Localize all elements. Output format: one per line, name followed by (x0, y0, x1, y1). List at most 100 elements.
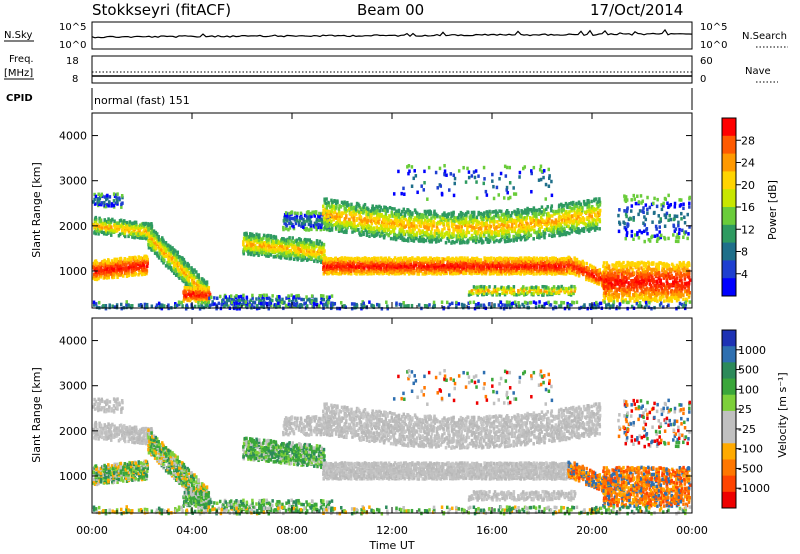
power-cell (495, 260, 498, 265)
power-cell (525, 216, 529, 220)
power-cell (245, 295, 249, 300)
power-cell (513, 226, 516, 230)
power-cell (411, 256, 414, 260)
power-cell (512, 234, 515, 239)
power-cell (423, 209, 427, 214)
power-cell (305, 226, 308, 231)
power-cell (248, 243, 251, 248)
power-cell (107, 220, 110, 225)
power-cell (257, 245, 260, 250)
power-cell (362, 224, 366, 229)
power-cell (370, 221, 374, 226)
power-cell (571, 214, 574, 218)
power-cell (403, 213, 407, 217)
power-cell (323, 197, 326, 201)
power-cell (389, 230, 393, 234)
power-cell (103, 268, 107, 272)
power-cell (499, 269, 503, 274)
power-cell (562, 270, 565, 275)
power-cell (535, 214, 538, 219)
power-cell (295, 238, 299, 242)
power-cell (527, 270, 530, 274)
power-cell (334, 201, 338, 205)
power-cell (292, 225, 295, 229)
power-cell (512, 256, 515, 261)
power-cell (337, 257, 340, 262)
power-cell (377, 220, 380, 224)
power-cell (491, 172, 494, 177)
power-cell (392, 232, 396, 236)
power-cell (575, 219, 578, 224)
power-cell (317, 222, 320, 227)
power-cell (578, 260, 581, 264)
power-cell (493, 230, 496, 235)
power-cell (303, 220, 306, 224)
power-cell (467, 210, 470, 215)
power-cell (148, 245, 152, 249)
power-cell (312, 254, 315, 258)
power-cell (525, 235, 529, 239)
power-cell (564, 257, 568, 261)
power-cell (108, 195, 112, 199)
power-cell (354, 212, 358, 216)
power-cell (554, 218, 558, 222)
power-cell (532, 286, 536, 290)
power-cell (542, 230, 546, 234)
power-cell (381, 208, 384, 212)
power-cell (188, 290, 192, 294)
power-cell (513, 209, 516, 214)
power-cell (253, 243, 257, 248)
power-cell (400, 191, 403, 196)
power-cell (349, 260, 353, 264)
power-cell (429, 230, 433, 234)
power-cell (437, 220, 440, 225)
power-cell (509, 238, 513, 242)
power-cell (123, 229, 127, 234)
power-cell (490, 256, 493, 260)
power-cell (135, 231, 138, 236)
power-cell (511, 222, 514, 226)
power-cell (432, 224, 435, 228)
power-cell (598, 217, 601, 222)
power-cell (457, 266, 461, 271)
power-cell (447, 225, 451, 229)
power-cell (345, 214, 348, 218)
power-cell (367, 229, 371, 233)
power-cell (319, 245, 323, 249)
power-cell (438, 271, 441, 276)
power-cell (522, 258, 525, 262)
power-cell (397, 219, 401, 223)
power-cell (538, 226, 542, 231)
power-cell (425, 220, 428, 225)
power-cell (327, 263, 331, 267)
power-cell (584, 222, 588, 227)
power-cell (130, 225, 134, 229)
power-cell (395, 233, 399, 238)
power-cell (383, 205, 386, 209)
power-cell (525, 286, 528, 291)
power-cell (507, 266, 510, 270)
power-cell (97, 232, 100, 236)
power-cell (395, 209, 398, 213)
power-cell (116, 224, 119, 228)
power-cell (133, 235, 136, 240)
power-cell (384, 205, 388, 210)
power-cell (191, 281, 194, 286)
power-cell (602, 275, 605, 279)
power-cell (543, 231, 547, 235)
power-cell (400, 219, 403, 223)
power-cell (333, 215, 337, 219)
power-cell (327, 257, 330, 261)
power-cell (452, 226, 455, 231)
power-cell (510, 224, 514, 229)
power-cell (334, 269, 338, 273)
power-cell (552, 262, 556, 266)
power-cell (402, 269, 405, 273)
power-cell (140, 260, 144, 265)
power-cell (397, 269, 400, 274)
power-cell (372, 269, 376, 274)
power-cell (167, 266, 170, 270)
power-cell (152, 245, 156, 250)
power-cell (283, 221, 286, 225)
power-cell (143, 236, 147, 240)
